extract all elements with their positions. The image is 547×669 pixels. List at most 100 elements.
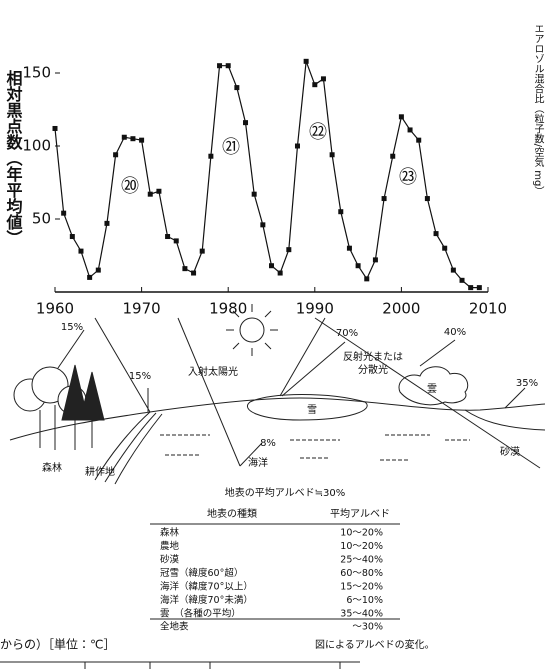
table-edge	[0, 661, 360, 669]
cloud	[398, 366, 469, 406]
table-cell: 砂漠	[160, 554, 180, 566]
data-point	[87, 274, 93, 280]
sun	[239, 317, 265, 343]
data-point	[407, 127, 413, 133]
data-point	[476, 285, 482, 291]
table-cell: 35～40%	[340, 609, 383, 620]
data-point	[364, 276, 370, 282]
table-cell: 10～20%	[340, 541, 383, 552]
data-point	[251, 191, 257, 197]
data-point	[442, 245, 448, 251]
data-point	[416, 137, 422, 143]
diagram-caption: 地表の平均アルベド≒30%	[225, 486, 346, 499]
table-cell: 森林	[160, 527, 180, 539]
desert-line	[464, 409, 546, 431]
diagram-label: 15%	[129, 371, 151, 382]
ground-line	[9, 397, 546, 441]
x-tick-label: 1980	[209, 300, 247, 318]
data-point	[312, 82, 318, 88]
y-axis-label: 相対黒点数（年平均値）	[4, 69, 24, 246]
data-point	[398, 114, 404, 120]
table-cell: 冠雪（緯度60°超）	[160, 567, 243, 579]
diagram-label: 70%	[336, 328, 358, 339]
data-point	[173, 238, 179, 244]
cycle-label: ㉑	[222, 137, 240, 158]
data-point	[372, 257, 378, 263]
table-cell: 60～80%	[340, 568, 383, 579]
snow	[247, 394, 368, 421]
arrow	[239, 442, 263, 467]
footer-left: からの）［単位：℃］	[0, 638, 115, 652]
cycle-label: ⑳	[121, 176, 139, 197]
data-point	[260, 222, 266, 228]
arrow	[57, 329, 85, 369]
table-header: 平均アルベド	[330, 507, 390, 520]
sun-rays	[226, 304, 278, 356]
ray	[177, 317, 241, 467]
data-point	[338, 209, 344, 215]
cycle-label: ㉓	[399, 167, 417, 188]
data-point	[269, 263, 274, 269]
diagram-label: 雪	[307, 404, 317, 416]
diagram-label: 反射光または	[343, 350, 403, 363]
trees	[13, 364, 105, 450]
diagram-label: 砂漠	[500, 445, 520, 458]
data-point	[61, 210, 67, 216]
table-cell: 25～40%	[340, 555, 383, 566]
diagram-label: 35%	[516, 378, 538, 389]
data-point	[468, 285, 474, 291]
diagram-label: 海洋	[248, 456, 268, 469]
table-cell: 15～20%	[340, 582, 383, 593]
data-point	[95, 267, 101, 273]
arrow	[504, 387, 526, 409]
data-point	[104, 220, 110, 226]
diagram-label: 15%	[61, 322, 83, 333]
data-point	[121, 134, 127, 140]
data-point	[329, 152, 335, 158]
table-cell: 6～10%	[346, 595, 383, 606]
x-tick-label: 2000	[382, 300, 420, 318]
data-point	[294, 143, 300, 149]
data-point	[243, 120, 249, 126]
data-point	[303, 58, 309, 64]
x-tick-label: 1990	[296, 300, 334, 318]
x-tick-label: 1970	[123, 300, 161, 318]
diagram-label: 雲	[427, 383, 437, 395]
data-point	[459, 277, 465, 283]
diagram-label: 入射太陽光	[188, 365, 238, 378]
data-point	[78, 248, 84, 254]
cycle-label: ㉒	[309, 122, 327, 143]
diagram-label: 分散光	[358, 363, 388, 376]
y-tick-label: 50	[32, 210, 51, 228]
data-point	[139, 137, 145, 143]
table-header: 地表の種類	[207, 507, 257, 520]
data-point	[156, 188, 162, 194]
diagram-label: 森林	[42, 461, 62, 474]
waves	[160, 434, 470, 461]
diagram-label: 耕作地	[85, 465, 115, 478]
arrow	[281, 341, 346, 397]
data-point	[390, 153, 396, 159]
table-cell: 雲 （各種の平均）	[160, 608, 241, 620]
data-point	[208, 153, 214, 159]
field-lines	[94, 411, 163, 485]
data-point	[147, 191, 153, 197]
y-tick-label: 150	[22, 64, 51, 82]
data-point	[286, 247, 292, 253]
data-point	[165, 234, 171, 240]
table-cell: ～30%	[352, 622, 383, 633]
ray	[314, 317, 541, 469]
data-point	[381, 196, 387, 202]
data-point	[52, 125, 58, 131]
diagram-label: 40%	[444, 327, 466, 338]
data-point	[346, 245, 352, 251]
diagram	[9, 304, 546, 485]
data-point	[225, 63, 231, 69]
table-cell: 農地	[160, 540, 180, 552]
data-point	[130, 136, 136, 142]
ray	[279, 317, 326, 397]
data-point	[182, 266, 188, 272]
